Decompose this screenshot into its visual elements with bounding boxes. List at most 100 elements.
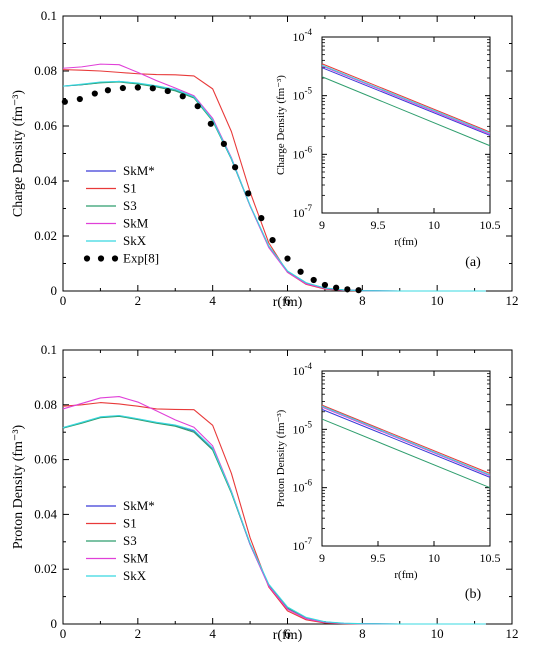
x-tick-label: 4 — [209, 293, 216, 308]
x-tick-label: 6 — [284, 293, 291, 308]
data-point-exp-8- — [179, 93, 186, 100]
y-tick-label: 0.08 — [34, 397, 57, 412]
x-tick-label: 12 — [506, 293, 519, 308]
chart-panel-b — [62, 349, 513, 625]
inset-series-line-s3 — [321, 418, 491, 489]
inset-x-tick-label: 9.5 — [371, 218, 386, 232]
x-tick-label: 0 — [60, 626, 67, 641]
y-tick-label: 0.06 — [34, 452, 57, 467]
legend-label: SkM* — [123, 498, 155, 513]
y-tick-label: 0.04 — [34, 506, 57, 521]
y-tick-label: 0.02 — [34, 228, 57, 243]
inset-frame — [321, 36, 491, 214]
y-tick-label: 0.04 — [34, 173, 57, 188]
inset-y-axis-label: Charge Density (fm⁻³) — [275, 75, 287, 175]
legend-label: S3 — [123, 198, 137, 213]
data-point-exp-8- — [232, 164, 239, 171]
chart-panel-a — [61, 15, 513, 294]
legend-label: S1 — [123, 516, 137, 531]
legend-label: SkX — [123, 233, 147, 248]
legend-label: SkX — [123, 568, 147, 583]
y-axis-label: Proton Density (fm⁻³) — [11, 424, 26, 549]
legend-marker — [83, 255, 91, 262]
data-point-exp-8- — [220, 140, 227, 147]
inset-y-tick-label: 10-4 — [293, 361, 313, 378]
legend-label: Exp[8] — [123, 251, 159, 266]
inset-y-tick-label: 10-5 — [293, 86, 313, 103]
inset-y-tick-label: 10-6 — [293, 144, 313, 161]
x-tick-label: 2 — [135, 293, 142, 308]
legend-label: SkM — [123, 551, 149, 566]
y-tick-label: 0 — [51, 283, 58, 298]
data-point-exp-8- — [310, 276, 317, 284]
x-tick-label: 10 — [431, 293, 444, 308]
data-point-exp-8- — [333, 284, 340, 291]
data-point-exp-8- — [76, 95, 83, 103]
inset-series-line-skm- — [321, 408, 491, 478]
series-line-skx — [62, 414, 486, 625]
y-axis-label: Charge Density (fm⁻³) — [11, 90, 26, 218]
y-tick-label: 0.02 — [34, 561, 57, 576]
y-tick-label: 0.1 — [41, 342, 57, 357]
data-point-exp-8- — [164, 87, 171, 95]
data-point-exp-8- — [91, 90, 98, 97]
inset-y-tick-exponent: -4 — [305, 27, 313, 37]
inset-x-tick-label: 9 — [319, 551, 325, 565]
x-axis-label: r(fm) — [273, 628, 303, 643]
inset-series-line-s3 — [321, 76, 491, 147]
legend-label: S1 — [123, 181, 137, 196]
inset-x-tick-label: 9 — [319, 218, 325, 232]
inset-y-tick-label: 10-7 — [293, 203, 313, 220]
inset-y-axis-label: Proton Density (fm⁻³) — [275, 409, 287, 507]
x-tick-label: 6 — [284, 626, 291, 641]
panel-label: (a) — [465, 255, 481, 270]
data-point-exp-8- — [149, 85, 156, 92]
inset-x-tick-label: 10 — [428, 218, 440, 232]
inset-y-tick-label: 10-7 — [293, 536, 313, 553]
y-tick-label: 0 — [51, 616, 58, 631]
x-tick-label: 4 — [209, 626, 216, 641]
data-point-exp-8- — [344, 286, 351, 293]
inset-x-axis-label: r(fm) — [394, 569, 418, 581]
data-point-exp-8- — [258, 215, 265, 222]
inset-x-tick-label: 10 — [428, 551, 440, 565]
inset-series-line-skx — [321, 64, 491, 134]
legend-label: S3 — [123, 533, 137, 548]
legend-marker — [97, 255, 105, 262]
inset-y-tick-exponent: -6 — [305, 144, 313, 154]
data-point-exp-8- — [134, 84, 141, 91]
inset-y-tick-exponent: -5 — [305, 419, 313, 429]
y-tick-label: 0.08 — [34, 63, 57, 78]
inset-y-tick-exponent: -4 — [305, 361, 313, 371]
legend-label: SkM — [123, 216, 149, 231]
inset-x-tick-label: 10.5 — [480, 551, 501, 565]
data-point-exp-8- — [297, 268, 304, 275]
data-point-exp-8- — [194, 103, 201, 110]
data-point-exp-8- — [119, 84, 126, 92]
panel-label: (b) — [465, 587, 482, 602]
inset-series-line-skm- — [321, 67, 491, 136]
x-tick-label: 8 — [359, 626, 366, 641]
inset-chart-a: 10-7 10-6 10-5 10-4 — [293, 27, 491, 220]
data-point-exp-8- — [321, 281, 329, 289]
inset-y-tick-exponent: -7 — [305, 536, 313, 546]
inset-y-tick-exponent: -6 — [305, 478, 313, 488]
data-point-exp-8- — [207, 120, 214, 127]
inset-series-line-skm — [321, 406, 491, 477]
data-point-exp-8- — [245, 190, 252, 197]
x-tick-label: 12 — [506, 626, 519, 641]
x-tick-label: 8 — [359, 293, 366, 308]
inset-series-line-s1 — [321, 63, 491, 133]
y-tick-label: 0.1 — [41, 8, 57, 23]
x-tick-label: 2 — [135, 626, 142, 641]
inset-x-tick-label: 10.5 — [480, 218, 501, 232]
inset-y-tick-label: 10-6 — [293, 478, 313, 495]
x-tick-label: 10 — [431, 626, 444, 641]
inset-y-tick-exponent: -7 — [305, 203, 313, 213]
inset-frame — [321, 370, 491, 547]
data-point-exp-8- — [61, 98, 68, 105]
legend-marker — [111, 255, 119, 262]
inset-x-tick-label: 9.5 — [371, 551, 386, 565]
inset-series-line-s1 — [321, 404, 491, 474]
